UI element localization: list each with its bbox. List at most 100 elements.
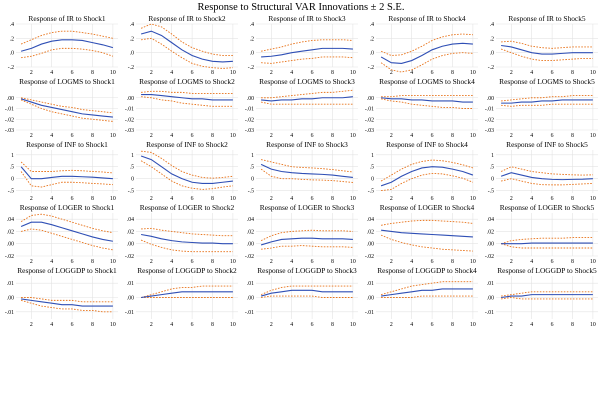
lower-band-line — [381, 98, 473, 109]
y-tick-label: 0 — [371, 177, 374, 183]
y-tick-label: .00 — [487, 242, 494, 248]
y-tick-label: .00 — [7, 96, 14, 102]
y-tick-label: .02 — [127, 229, 134, 235]
irf-panel: Response of LOGMS to Shock3 .00 -.01 -.02 -.… — [245, 77, 358, 139]
y-tick-label: -.01 — [245, 310, 254, 316]
x-tick-label: 10 — [590, 133, 596, 139]
x-tick-label: 6 — [311, 70, 314, 76]
y-tick-label: .01 — [247, 281, 254, 287]
y-tick-label: -.2 — [368, 65, 374, 71]
x-tick-label: 2 — [510, 259, 513, 265]
x-tick-label: 2 — [390, 259, 393, 265]
x-tick-label: 4 — [50, 259, 53, 265]
lower-band-line — [501, 297, 593, 300]
panel-title: Response of INF to Shock4 — [386, 140, 468, 149]
y-tick-label: -.2 — [8, 65, 14, 71]
x-tick-label: 10 — [470, 322, 476, 328]
response-line — [380, 166, 474, 187]
y-tick-label: -.5 — [488, 189, 494, 195]
upper-band-line — [141, 150, 233, 179]
y-tick-label: -.02 — [125, 117, 134, 123]
x-tick-label: 10 — [470, 133, 476, 139]
y-tick-label: 0 — [131, 177, 134, 183]
irf-panel: Response of LOGER to Shock1 .04 .02 .00 -.02… — [5, 203, 118, 265]
x-tick-label: 4 — [50, 322, 53, 328]
x-tick-label: 10 — [230, 196, 236, 202]
y-tick-label: .00 — [367, 296, 374, 302]
x-tick-label: 6 — [71, 133, 74, 139]
x-tick-label: 4 — [530, 196, 533, 202]
lower-band-line — [500, 178, 593, 186]
x-tick-label: 8 — [91, 70, 94, 76]
panel-title: Response of IR to Shock5 — [508, 14, 585, 23]
x-tick-label: 2 — [150, 70, 153, 76]
panel-title: Response of INF to Shock3 — [266, 140, 348, 149]
lower-band-line — [381, 295, 473, 298]
x-tick-label: 8 — [91, 196, 94, 202]
y-tick-label: -.02 — [245, 117, 254, 123]
lower-band-line — [141, 37, 233, 69]
x-tick-label: 2 — [30, 133, 33, 139]
x-tick-label: 10 — [110, 259, 116, 265]
panel-title: Response of INF to Shock5 — [506, 140, 588, 149]
y-tick-label: -.02 — [485, 254, 494, 260]
y-tick-label: -.02 — [245, 254, 254, 260]
lower-band-line — [380, 52, 473, 73]
irf-panel: Response of INF to Shock2 1 .5 0 -.5 2 4 6 8 10 — [128, 140, 238, 202]
x-tick-label: 10 — [590, 322, 596, 328]
panel-title: Response of LOGMS to Shock3 — [259, 77, 355, 86]
irf-panel: Response of LOGER to Shock5 .04 .02 .00 -.02… — [485, 203, 598, 265]
response-line — [381, 229, 473, 238]
y-tick-label: .2 — [10, 36, 14, 42]
x-tick-label: 4 — [170, 259, 173, 265]
irf-panel: Response of LOGMS to Shock4 .00 -.01 -.02 -.… — [365, 77, 478, 139]
y-tick-label: 1 — [491, 153, 494, 159]
upper-band-line — [140, 285, 233, 298]
x-tick-label: 8 — [331, 259, 334, 265]
x-tick-label: 4 — [410, 133, 413, 139]
x-tick-label: 4 — [410, 259, 413, 265]
lower-band-line — [260, 168, 353, 183]
panel-title: Response of LOGMS to Shock4 — [379, 77, 475, 86]
y-tick-label: 1 — [131, 153, 134, 159]
y-tick-label: .00 — [7, 242, 14, 248]
upper-band-line — [141, 227, 233, 237]
x-tick-label: 10 — [590, 259, 596, 265]
x-tick-label: 10 — [230, 259, 236, 265]
x-tick-label: 6 — [311, 259, 314, 265]
lower-band-line — [500, 243, 593, 249]
panel-grid: Response of IR to Shock1.4.2.0-.22 4 6 8 10R… — [5, 14, 598, 328]
lower-band-line — [20, 99, 113, 122]
y-tick-label: .2 — [130, 36, 134, 42]
y-tick-label: -.03 — [485, 128, 494, 134]
y-tick-label: -.01 — [125, 310, 134, 316]
x-tick-label: 10 — [350, 322, 356, 328]
y-tick-label: -.5 — [368, 189, 374, 195]
irf-panel: Response of LOGER to Shock2 .04 .02 .00 -.02… — [125, 203, 238, 265]
x-tick-label: 2 — [390, 322, 393, 328]
lower-band-line — [500, 48, 593, 61]
y-tick-label: -.5 — [8, 189, 14, 195]
y-tick-label: .0 — [250, 51, 254, 57]
irf-panel: Response of INF to Shock1 1 .5 0 -.5 2 4 6 8 10 — [8, 140, 118, 202]
x-tick-label: 2 — [150, 133, 153, 139]
y-tick-label: .00 — [127, 96, 134, 102]
y-tick-label: -.03 — [125, 128, 134, 134]
upper-band-line — [380, 281, 473, 296]
x-tick-label: 8 — [211, 259, 214, 265]
upper-band-line — [20, 213, 113, 234]
y-tick-label: .00 — [247, 242, 254, 248]
y-tick-label: -.2 — [128, 65, 134, 71]
response-line — [20, 98, 113, 118]
response-line — [141, 233, 233, 245]
y-tick-label: .04 — [487, 217, 494, 223]
y-tick-label: -.01 — [365, 107, 374, 113]
upper-band-line — [501, 40, 593, 49]
x-tick-label: 8 — [451, 70, 454, 76]
y-tick-label: .2 — [370, 36, 374, 42]
x-tick-label: 10 — [350, 70, 356, 76]
x-tick-label: 10 — [470, 70, 476, 76]
upper-band-line — [260, 285, 353, 296]
x-tick-label: 8 — [331, 322, 334, 328]
x-tick-label: 6 — [191, 70, 194, 76]
